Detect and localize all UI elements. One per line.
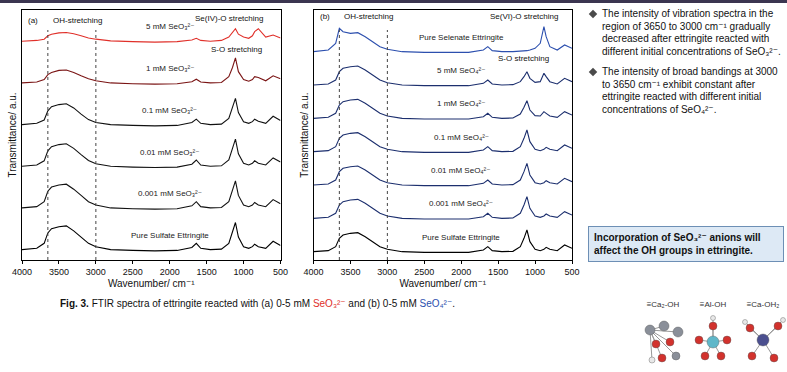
svg-text:2000: 2000	[160, 267, 180, 277]
svg-text:4000: 4000	[303, 267, 323, 277]
svg-text:Pure Selenate Ettringite: Pure Selenate Ettringite	[419, 33, 504, 42]
svg-text:4000: 4000	[12, 267, 32, 277]
svg-text:OH-stretching: OH-stretching	[53, 16, 102, 25]
svg-text:1000: 1000	[525, 267, 545, 277]
svg-text:Pure Sulfate Ettringite: Pure Sulfate Ettringite	[422, 233, 500, 242]
html-text:The intensity of broad banding: The intensity of broad bandings at 3000 …	[602, 66, 778, 115]
svg-text:1 mM SeO₄²⁻: 1 mM SeO₄²⁻	[437, 99, 485, 108]
svg-text:3000: 3000	[377, 267, 397, 277]
svg-text:(a): (a)	[28, 16, 38, 25]
svg-text:Pure Sulfate Ettringite: Pure Sulfate Ettringite	[131, 231, 209, 240]
svg-text:Transmittance/ a.u.: Transmittance/ a.u.	[7, 92, 18, 177]
svg-text:2500: 2500	[414, 267, 434, 277]
svg-text:5 mM SeO₄²⁻: 5 mM SeO₄²⁻	[437, 66, 485, 75]
svg-text:0.01 mM SeO₃²⁻: 0.01 mM SeO₃²⁻	[140, 148, 200, 157]
svg-text:2000: 2000	[451, 267, 471, 277]
html-text:Incorporation of SeO₃²⁻ anions: Incorporation of SeO₃²⁻ anions will affe…	[594, 232, 761, 256]
svg-text:OH-stretching: OH-stretching	[344, 12, 393, 21]
svg-text:3500: 3500	[340, 267, 360, 277]
html-text:The intensity of vibration spe: The intensity of vibration spectra in th…	[602, 8, 781, 57]
svg-text:0.01 mM SeO₄²⁻: 0.01 mM SeO₄²⁻	[431, 166, 491, 175]
svg-text:Wavenumber/ cm⁻¹: Wavenumber/ cm⁻¹	[108, 278, 195, 289]
svg-text:500: 500	[273, 267, 288, 277]
svg-text:3500: 3500	[49, 267, 69, 277]
svg-text:0.001 mM SeO₃²⁻: 0.001 mM SeO₃²⁻	[138, 189, 202, 198]
svg-text:5 mM SeO₃²⁻: 5 mM SeO₃²⁻	[146, 22, 194, 31]
svg-text:Transmittance/ a.u.: Transmittance/ a.u.	[299, 92, 310, 177]
svg-text:1500: 1500	[197, 267, 217, 277]
svg-text:1500: 1500	[488, 267, 508, 277]
svg-text:500: 500	[564, 267, 579, 277]
svg-text:0.001 mM SeO₄²⁻: 0.001 mM SeO₄²⁻	[429, 199, 493, 208]
svg-text:0.1 mM SeO₄²⁻: 0.1 mM SeO₄²⁻	[434, 133, 489, 142]
html-text:≡Al-OH: ≡Al-OH	[699, 300, 727, 309]
html-text:≡Ca₂-OH: ≡Ca₂-OH	[646, 300, 680, 309]
svg-text:(b): (b)	[320, 12, 330, 21]
svg-text:S-O stretching: S-O stretching	[498, 54, 549, 63]
svg-text:1 mM SeO₃²⁻: 1 mM SeO₃²⁻	[146, 64, 194, 73]
svg-text:Se(IV)-O stretching: Se(IV)-O stretching	[195, 14, 263, 23]
html-text:Fig. 3. FTIR spectra of ettrin: Fig. 3. FTIR spectra of ettringite react…	[60, 298, 455, 309]
svg-text:0.1 mM SeO₃²⁻: 0.1 mM SeO₃²⁻	[142, 106, 197, 115]
svg-text:2500: 2500	[123, 267, 143, 277]
svg-text:Se(VI)-O stretching: Se(VI)-O stretching	[490, 12, 558, 21]
svg-text:1000: 1000	[234, 267, 254, 277]
html-text:≡Ca-OH₂: ≡Ca-OH₂	[746, 300, 780, 309]
svg-text:S-O stretching: S-O stretching	[211, 45, 262, 54]
svg-text:Wavenumber/ cm⁻¹: Wavenumber/ cm⁻¹	[399, 278, 486, 289]
svg-text:3000: 3000	[86, 267, 106, 277]
